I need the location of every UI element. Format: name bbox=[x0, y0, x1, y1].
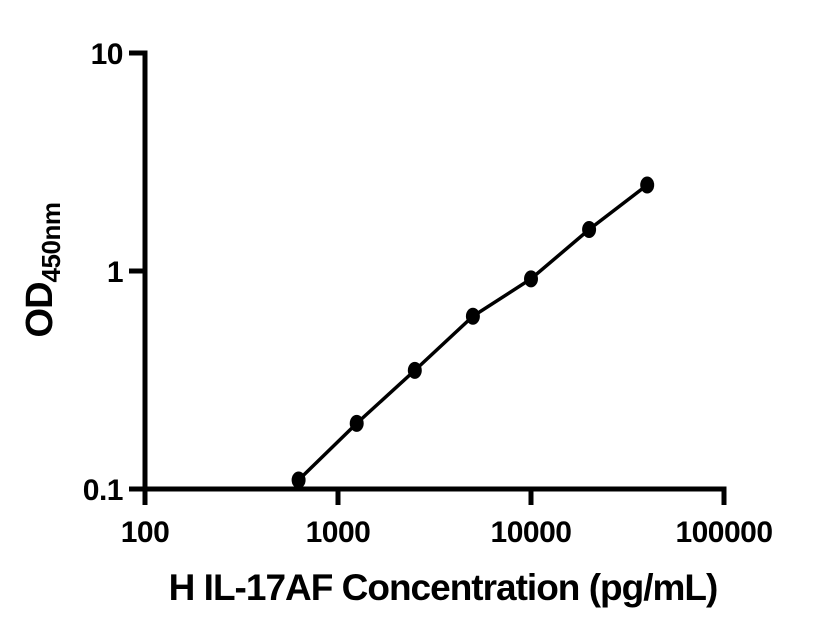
data-point bbox=[407, 361, 422, 379]
y-tick-label: 0.1 bbox=[83, 474, 123, 507]
y-axis-title: OD450nm bbox=[19, 203, 66, 338]
data-point bbox=[640, 176, 655, 194]
y-axis-title-subscript: 450nm bbox=[36, 203, 66, 283]
x-tick-label: 100000 bbox=[675, 516, 772, 549]
x-tick-label: 10000 bbox=[491, 516, 572, 549]
data-point bbox=[465, 307, 480, 325]
x-axis-title: H IL-17AF Concentration (pg/mL) bbox=[169, 567, 718, 608]
data-point bbox=[291, 471, 306, 489]
data-layer bbox=[291, 176, 655, 489]
axes-layer: 100 1000 10000 100000 0.1 1 10 bbox=[83, 38, 773, 549]
data-point bbox=[582, 221, 597, 239]
y-tick-label: 1 bbox=[107, 256, 123, 289]
data-point bbox=[349, 414, 364, 432]
x-tick-label: 100 bbox=[121, 516, 170, 549]
data-point bbox=[524, 270, 538, 288]
x-tick-label: 1000 bbox=[306, 516, 371, 549]
y-axis-title-main: OD bbox=[19, 282, 61, 337]
y-tick-label: 10 bbox=[91, 38, 123, 71]
